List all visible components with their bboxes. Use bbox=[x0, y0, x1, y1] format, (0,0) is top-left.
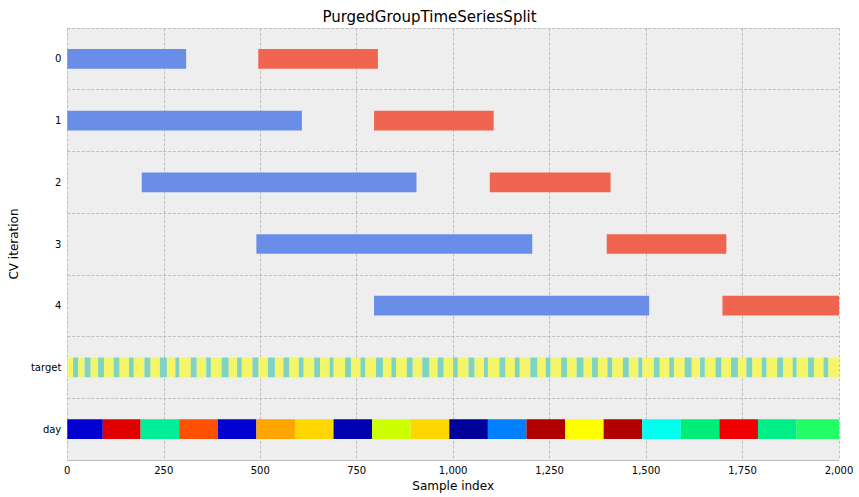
svg-text:4: 4 bbox=[55, 300, 61, 311]
svg-text:1: 1 bbox=[55, 115, 61, 126]
svg-text:2,000: 2,000 bbox=[825, 465, 854, 476]
svg-text:500: 500 bbox=[251, 465, 270, 476]
svg-text:1,250: 1,250 bbox=[535, 465, 564, 476]
svg-text:750: 750 bbox=[347, 465, 366, 476]
svg-text:1,750: 1,750 bbox=[728, 465, 757, 476]
svg-text:1,000: 1,000 bbox=[439, 465, 468, 476]
svg-text:2: 2 bbox=[55, 177, 61, 188]
svg-text:target: target bbox=[31, 362, 61, 373]
svg-text:day: day bbox=[43, 424, 61, 435]
svg-text:250: 250 bbox=[154, 465, 173, 476]
svg-text:0: 0 bbox=[55, 53, 61, 64]
svg-text:0: 0 bbox=[64, 465, 70, 476]
svg-text:CV iteration: CV iteration bbox=[7, 208, 21, 279]
svg-text:1,500: 1,500 bbox=[632, 465, 661, 476]
svg-text:Sample index: Sample index bbox=[412, 479, 494, 493]
svg-text:3: 3 bbox=[55, 239, 61, 250]
svg-text:PurgedGroupTimeSeriesSplit: PurgedGroupTimeSeriesSplit bbox=[322, 8, 536, 26]
